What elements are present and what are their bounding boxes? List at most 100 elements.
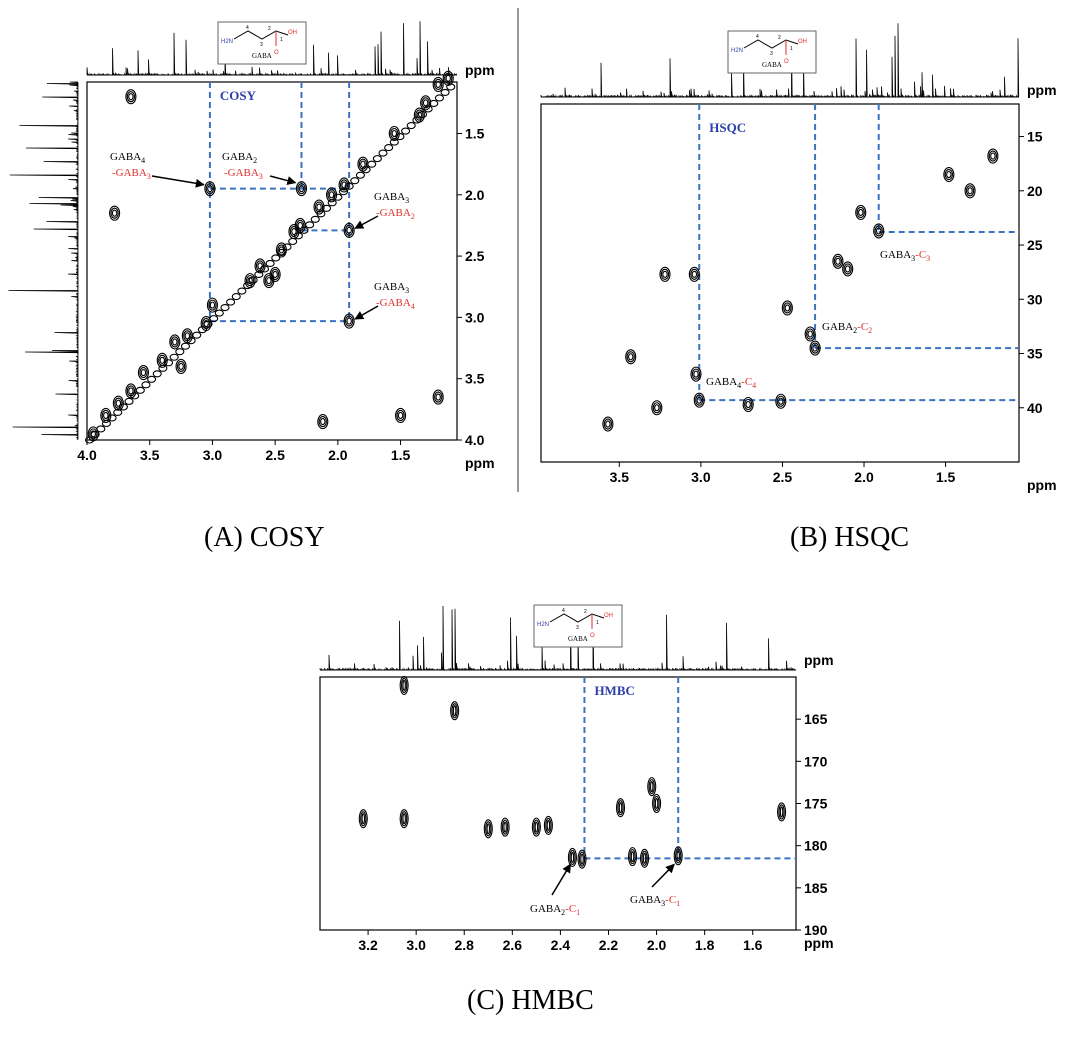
annotation-label: GABA2 -GABA3 xyxy=(222,151,263,181)
cross-peak xyxy=(775,393,787,409)
cross-peak xyxy=(625,349,637,365)
y-tick-label: 35 xyxy=(1027,346,1043,362)
plot-frame xyxy=(86,81,458,441)
x-tick-label: 2.0 xyxy=(854,469,874,485)
cross-peak xyxy=(567,847,577,868)
y-tick-label: 165 xyxy=(804,711,828,727)
cross-peak xyxy=(602,416,614,432)
amine-label: H2N xyxy=(731,48,743,54)
cross-peak xyxy=(450,701,460,721)
cross-peak xyxy=(651,400,663,416)
annotation-label: GABA4 -GABA3 xyxy=(110,151,151,181)
cross-peak xyxy=(688,266,700,282)
hydroxyl-label: OH xyxy=(288,30,297,36)
position-3: 3 xyxy=(576,625,579,631)
cross-peak xyxy=(399,675,409,695)
cross-peak xyxy=(873,223,885,239)
x-tick-label: 2.4 xyxy=(551,937,571,953)
cross-peak xyxy=(432,389,444,405)
cross-peak xyxy=(842,261,854,277)
y-tick-label: 185 xyxy=(804,880,828,896)
annotation-arrow xyxy=(551,863,572,896)
cross-peak xyxy=(206,297,218,313)
position-2: 2 xyxy=(268,26,271,32)
cross-peak xyxy=(673,846,683,866)
x-tick-label: 2.6 xyxy=(503,937,523,953)
panel-c: ppm HMBC 3.2 3.0 2.8 2.6 2.4 2.2 2.0 1.8 1.6 ppm 165… xyxy=(319,604,834,953)
molecule-box xyxy=(727,30,817,74)
annotation-label: GABA3-C3 xyxy=(880,249,930,263)
amine-label: H2N xyxy=(221,39,233,45)
cross-peak xyxy=(169,334,181,350)
unit-bottom: ppm xyxy=(1027,477,1057,493)
y-tick-label: 3.0 xyxy=(465,309,485,325)
x-tick-label: 3.5 xyxy=(610,469,630,485)
x-tick-label: 1.8 xyxy=(695,937,715,953)
position-3: 3 xyxy=(260,42,263,48)
cross-peak xyxy=(943,166,955,183)
unit-top: ppm xyxy=(465,62,495,78)
cross-peak xyxy=(399,809,409,829)
cross-peak xyxy=(432,76,444,93)
x-tick-label: 4.0 xyxy=(77,447,97,463)
y-tick-label: 170 xyxy=(804,753,828,769)
annotation-arrow xyxy=(354,305,379,320)
cross-peak xyxy=(343,222,355,238)
annotation-arrow xyxy=(354,215,379,230)
cross-peak xyxy=(317,414,329,430)
molecule-box xyxy=(217,21,307,65)
x-tick-label: 1.5 xyxy=(936,469,956,485)
unit-top: ppm xyxy=(1027,82,1057,98)
annotation-label: GABA2-C2 xyxy=(822,321,872,335)
cross-peak xyxy=(500,817,510,837)
molecule-bonds xyxy=(549,613,605,623)
cross-peak xyxy=(420,95,432,111)
molecule-bonds xyxy=(743,39,799,49)
molecule-name: GABA xyxy=(252,52,272,60)
y-tick-label: 190 xyxy=(804,922,828,938)
position-3: 3 xyxy=(770,51,773,57)
cross-peak xyxy=(627,847,638,867)
cross-peak xyxy=(543,815,553,835)
x-tick-label: 3.0 xyxy=(691,469,711,485)
y-tick-label: 3.5 xyxy=(465,371,485,387)
cross-peak xyxy=(442,70,454,86)
position-1: 1 xyxy=(596,620,599,626)
cross-peak xyxy=(531,817,541,837)
cross-peak xyxy=(395,407,407,424)
x-tick-label: 2.2 xyxy=(599,937,619,953)
caption-b: (B) HSQC xyxy=(790,522,910,553)
annotation-arrow xyxy=(651,863,675,888)
cross-peak xyxy=(244,273,256,289)
cross-peak xyxy=(413,107,425,123)
cross-peak xyxy=(109,205,121,221)
annotation-label: GABA3 -GABA4 xyxy=(374,281,415,311)
plot-title: COSY xyxy=(220,88,257,103)
cross-peak xyxy=(295,181,308,197)
cross-peak xyxy=(483,819,493,839)
annotation-label: GABA2-C1 xyxy=(530,903,580,917)
cross-peak xyxy=(832,253,844,269)
y-tick-label: 20 xyxy=(1027,183,1043,199)
cross-peak xyxy=(693,392,705,408)
cross-peak xyxy=(137,365,149,381)
position-2: 2 xyxy=(584,609,587,615)
x-tick-label: 3.2 xyxy=(358,937,378,953)
side-spectrum-trace xyxy=(8,81,79,440)
x-tick-label: 3.0 xyxy=(203,447,223,463)
molecule-name: GABA xyxy=(568,635,588,643)
cross-peak xyxy=(615,798,626,818)
oxygen-label: O xyxy=(274,50,279,56)
cross-peak xyxy=(652,793,662,814)
plot-title: HSQC xyxy=(709,120,746,135)
caption-c: (C) HMBC xyxy=(467,985,594,1016)
position-1: 1 xyxy=(790,46,793,52)
cross-peak xyxy=(855,204,867,221)
y-tick-label: 175 xyxy=(804,796,828,812)
cross-peak xyxy=(263,273,275,289)
cross-peak xyxy=(639,848,650,868)
position-1: 1 xyxy=(280,37,283,43)
cross-peak xyxy=(987,148,999,164)
position-4: 4 xyxy=(756,34,759,40)
